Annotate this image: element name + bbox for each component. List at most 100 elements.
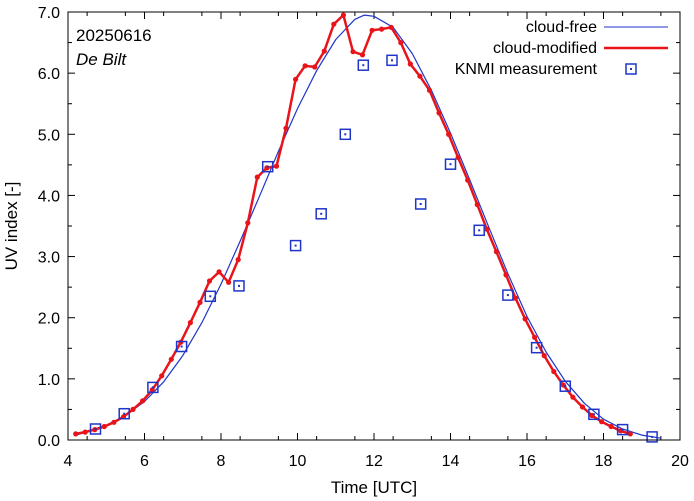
cloud-modified-point xyxy=(159,373,165,379)
y-tick-label: 3.0 xyxy=(38,250,60,267)
cloud-modified-point xyxy=(273,163,280,169)
knmi-measurement-dot xyxy=(506,294,509,297)
cloud-modified-point xyxy=(130,406,136,412)
knmi-measurement-dot xyxy=(266,165,269,168)
knmi-measurement-dot xyxy=(621,428,624,431)
cloud-modified-point xyxy=(398,40,404,46)
legend-label-knmi-measurement: KNMI measurement xyxy=(455,61,598,78)
knmi-measurement-dot xyxy=(151,386,154,389)
cloud-modified-point xyxy=(302,63,308,69)
knmi-measurement-dot xyxy=(180,345,183,348)
knmi-measurement-dot xyxy=(362,64,365,67)
cloud-modified-point xyxy=(522,316,528,322)
cloud-modified-point xyxy=(359,52,366,58)
cloud-modified-point xyxy=(493,249,499,255)
knmi-measurement-dot xyxy=(592,413,595,416)
cloud-modified-point xyxy=(73,431,79,437)
knmi-measurement-dot xyxy=(535,346,538,349)
y-tick-label: 0.0 xyxy=(38,433,60,450)
knmi-measurement-dot xyxy=(478,229,481,232)
knmi-measurement-point xyxy=(315,208,327,220)
cloud-modified-point xyxy=(532,334,538,340)
knmi-measurement-dot xyxy=(209,295,212,298)
x-tick-label: 4 xyxy=(64,453,73,470)
cloud-modified-point xyxy=(455,154,461,161)
knmi-measurement-dot xyxy=(344,133,347,136)
knmi-measurement-point xyxy=(616,423,629,436)
knmi-measurement-dot xyxy=(294,244,297,247)
legend-label-cloud-modified: cloud-modified xyxy=(493,40,597,57)
cloud-modified-point xyxy=(206,278,213,284)
x-tick-label: 16 xyxy=(518,453,536,470)
y-tick-labels: 0.0 1.0 2.0 3.0 4.0 5.0 6.0 7.0 xyxy=(38,5,60,450)
date-annotation: 20250616 xyxy=(76,26,152,45)
knmi-measurement-dot xyxy=(419,203,422,205)
knmi-measurement-point xyxy=(175,340,188,353)
knmi-measurement-point xyxy=(588,408,600,421)
knmi-measurement-point xyxy=(261,160,274,173)
x-tick-label: 6 xyxy=(140,453,149,470)
x-tick-label: 18 xyxy=(595,453,613,470)
knmi-measurement-point xyxy=(147,381,159,394)
x-tick-label: 10 xyxy=(289,453,307,470)
cloud-modified-point xyxy=(388,24,394,30)
cloud-modified-point xyxy=(446,131,452,137)
x-axis-label: Time [UTC] xyxy=(331,478,417,497)
knmi-measurement-point xyxy=(118,407,130,420)
knmi-measurement-dot xyxy=(238,284,240,287)
knmi-measurement-point xyxy=(414,198,427,210)
knmi-measurement-point xyxy=(233,280,245,292)
knmi-measurement-point xyxy=(530,341,543,354)
legend: cloud-free cloud-modified KNMI measureme… xyxy=(455,19,668,78)
cloud-modified-point xyxy=(551,368,557,375)
cloud-modified-point xyxy=(235,257,241,263)
x-tick-labels: 4 6 8 10 12 14 16 18 20 xyxy=(64,453,689,470)
knmi-measurement-dot xyxy=(94,428,97,430)
station-annotation: De Bilt xyxy=(76,50,127,69)
knmi-measurement-dot xyxy=(320,212,323,215)
legend-marker-knmi-dot xyxy=(630,68,632,70)
x-tick-label: 14 xyxy=(442,453,460,470)
cloud-modified-point xyxy=(149,387,155,393)
cloud-modified-point xyxy=(579,404,586,410)
cloud-modified-point xyxy=(407,61,413,67)
series-layer xyxy=(73,12,661,443)
cloud-modified-point xyxy=(465,177,471,183)
axis-ticks xyxy=(67,11,681,441)
cloud-modified-point xyxy=(331,21,337,27)
cloud-modified-point xyxy=(417,73,423,79)
cloud-modified-point xyxy=(226,279,232,285)
y-tick-label: 7.0 xyxy=(38,5,60,22)
y-tick-label: 1.0 xyxy=(38,372,60,389)
knmi-measurement-point xyxy=(444,158,457,170)
cloud-modified-point xyxy=(608,423,614,430)
cloud-modified-point xyxy=(570,394,576,400)
cloud-modified-point xyxy=(82,429,88,435)
cloud-modified-point xyxy=(216,269,222,275)
y-tick-label: 6.0 xyxy=(38,66,60,83)
cloud-modified-point xyxy=(187,320,193,326)
x-tick-label: 20 xyxy=(671,453,689,470)
knmi-measurement-point xyxy=(502,289,514,301)
cloud-modified-point xyxy=(197,299,203,305)
legend-marker-knmi-measurement xyxy=(625,63,637,75)
knmi-measurement-point xyxy=(646,431,658,443)
cloud-modified-point xyxy=(503,272,509,278)
knmi-measurement-point xyxy=(89,423,102,435)
knmi-measurement-point xyxy=(559,380,572,392)
x-tick-label: 12 xyxy=(365,453,383,470)
cloud-modified-point xyxy=(254,174,260,180)
cloud-modified-point xyxy=(512,295,519,301)
cloud-modified-point xyxy=(101,423,107,430)
cloud-modified-point xyxy=(627,431,633,437)
legend-label-cloud-free: cloud-free xyxy=(526,19,597,36)
series-line-cloud-free xyxy=(75,14,661,439)
knmi-measurement-point xyxy=(289,239,302,252)
cloud-modified-point xyxy=(541,353,547,359)
cloud-modified-point xyxy=(379,26,385,32)
knmi-measurement-point xyxy=(339,128,352,141)
cloud-modified-point xyxy=(340,12,346,18)
y-tick-label: 5.0 xyxy=(38,127,60,144)
